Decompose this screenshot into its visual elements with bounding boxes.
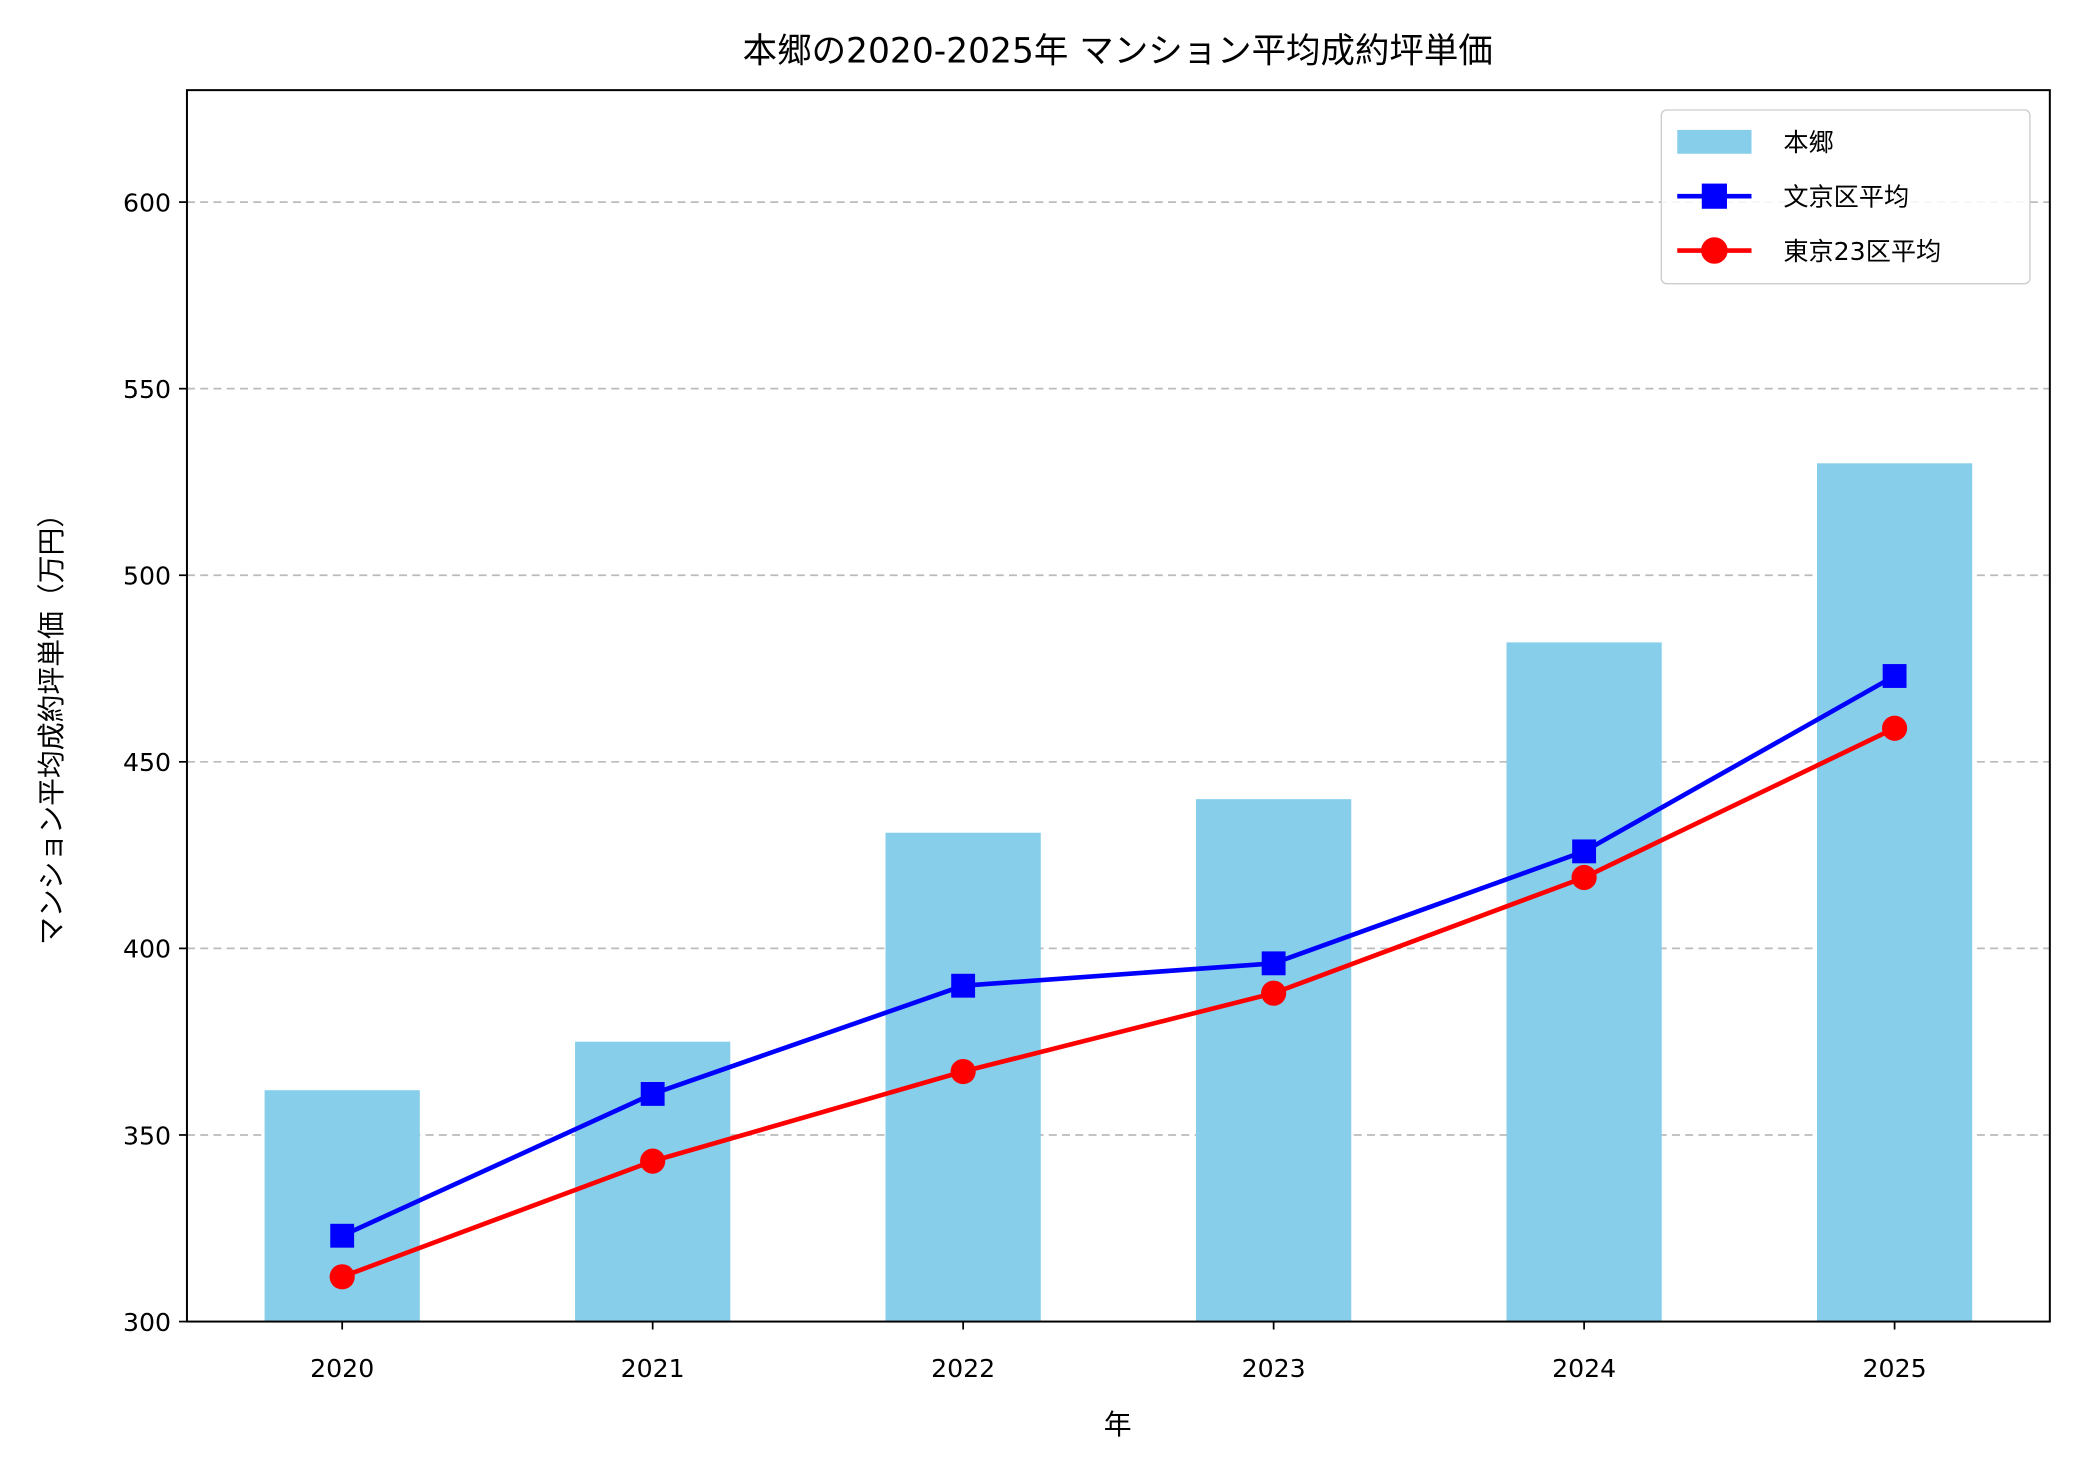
x-tick-label: 2025 (1863, 1354, 1927, 1383)
y-tick-label: 350 (123, 1121, 171, 1150)
legend-label-tokyo23: 東京23区平均 (1783, 237, 1941, 266)
legend: 本郷 文京区平均 東京23区平均 (1660, 109, 2031, 285)
bar-2025 (1816, 463, 1973, 1322)
chart-title: 本郷の2020-2025年 マンション平均成約坪単価 (743, 31, 1493, 71)
y-ticks: 300 350 400 450 500 550 600 (123, 188, 187, 1337)
x-axis-label: 年 (1104, 1408, 1132, 1441)
y-tick-label: 600 (123, 188, 171, 217)
point-square (640, 1082, 665, 1106)
bar-2023 (1196, 799, 1352, 1322)
point-circle (1881, 715, 1908, 741)
point-circle (1571, 864, 1597, 891)
bar-2024 (1506, 642, 1662, 1322)
point-square (951, 973, 976, 998)
line-series-2 (341, 726, 1896, 1279)
point-square (1882, 664, 1907, 688)
x-tick-label: 2023 (1242, 1354, 1306, 1383)
y-tick-label: 550 (123, 375, 171, 404)
y-tick-label: 400 (123, 935, 171, 964)
point-square (1572, 839, 1597, 864)
legend-swatch-bar (1677, 129, 1752, 154)
y-tick-label: 300 (123, 1308, 171, 1337)
x-ticks: 2020 2021 2022 2023 2024 2025 (310, 1321, 1927, 1383)
point-square (330, 1223, 355, 1248)
point-circle (329, 1264, 355, 1290)
legend-label-bunkyo: 文京区平均 (1783, 182, 1909, 211)
legend-marker-circle (1701, 237, 1728, 264)
legend-label-hongo: 本郷 (1783, 128, 1833, 157)
point-circle (640, 1148, 666, 1174)
y-tick-label: 450 (123, 748, 171, 777)
point-circle (1261, 980, 1287, 1006)
y-tick-label: 500 (123, 562, 171, 591)
grid (186, 201, 2050, 1136)
point-circle (950, 1058, 976, 1085)
x-tick-label: 2022 (931, 1354, 995, 1383)
x-tick-label: 2024 (1552, 1354, 1616, 1383)
lines (329, 664, 1908, 1290)
legend-marker-square (1701, 183, 1727, 209)
bars (264, 463, 1973, 1322)
legend-box (1660, 109, 2031, 285)
y-axis-label: マンション平均成約坪単価（万円） (35, 500, 68, 945)
plot-frame (185, 89, 2051, 1323)
x-tick-label: 2020 (310, 1354, 374, 1383)
point-square (1261, 951, 1286, 976)
x-tick-label: 2021 (621, 1354, 685, 1383)
line-series-1 (341, 673, 1896, 1238)
